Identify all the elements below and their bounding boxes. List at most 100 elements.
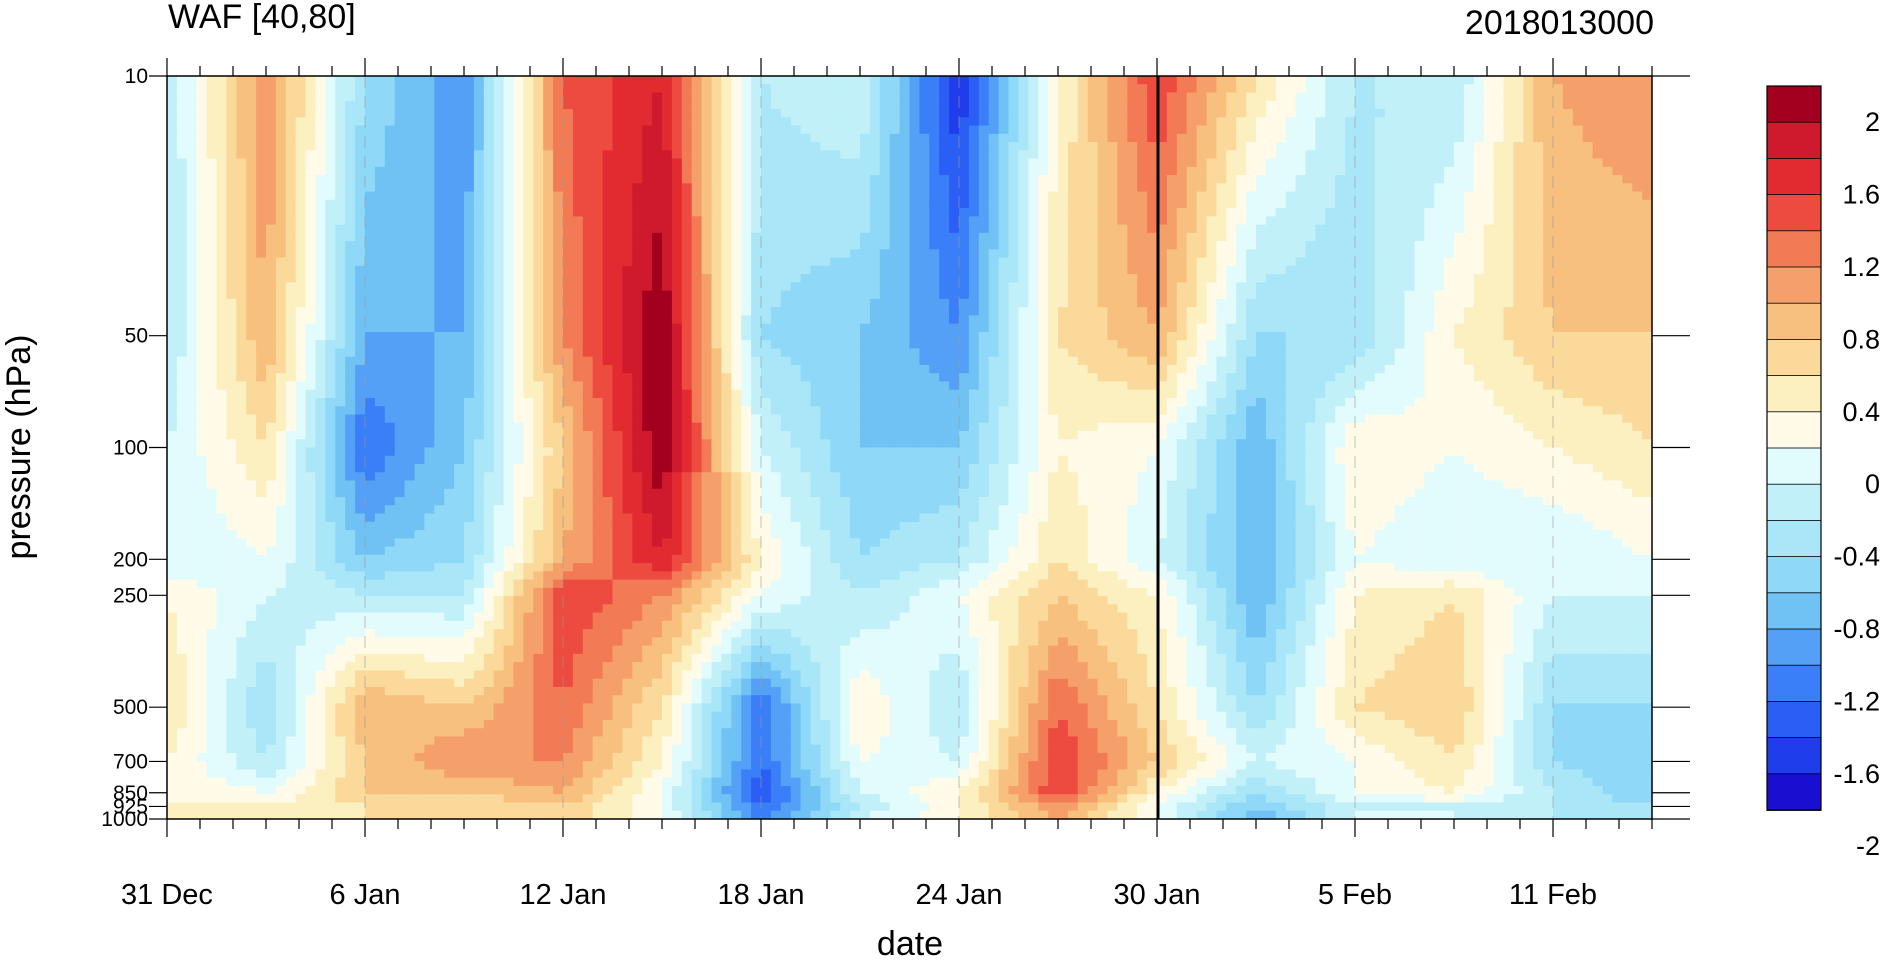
contour-cell [186,158,198,168]
contour-cell [1236,232,1247,242]
contour-cell [602,298,614,308]
contour-cell [246,307,257,317]
contour-cell [414,331,425,341]
contour-cell [998,216,1010,226]
contour-cell [731,117,742,127]
contour-cell [553,274,564,283]
contour-cell [1127,331,1138,341]
contour-cell [751,208,762,217]
contour-cell [790,76,802,85]
contour-cell [186,298,198,308]
contour-cell [652,133,663,143]
contour-cell [365,175,376,184]
contour-cell [1048,125,1059,135]
contour-cell [523,191,534,201]
contour-cell [602,348,614,358]
contour-cell [196,224,208,234]
contour-cell [1463,282,1475,292]
contour-cell [731,142,742,151]
contour-cell [780,257,792,267]
contour-cell [869,241,881,250]
contour-cell [1602,232,1613,242]
contour-cell [810,340,821,350]
contour-cell [1612,100,1623,110]
contour-cell [355,282,366,292]
contour-cell [1107,216,1118,226]
contour-cell [1562,216,1574,226]
contour-cell [721,323,732,333]
contour-cell [1533,274,1544,283]
contour-cell [1355,307,1366,317]
contour-cell [1543,133,1554,143]
contour-cell [1513,84,1524,94]
contour-cell [167,117,178,127]
contour-cell [355,257,366,267]
contour-cell [503,199,515,209]
contour-cell [939,307,950,317]
contour-cell [869,323,881,333]
contour-cell [1592,84,1604,94]
contour-cell [909,315,920,325]
contour-cell [691,224,703,234]
contour-cell [939,224,950,234]
contour-cell [1087,117,1099,127]
contour-cell [1444,183,1455,193]
contour-cell [929,298,940,308]
contour-cell [899,100,911,110]
contour-cell [355,109,366,118]
contour-cell [493,216,505,226]
contour-cell [1087,191,1099,201]
contour-cell [632,133,643,143]
contour-cell [1157,92,1168,102]
contour-cell [1166,76,1178,85]
contour-field [167,76,1652,819]
contour-cell [1315,150,1326,160]
contour-cell [602,290,614,300]
contour-cell [1374,191,1386,201]
contour-cell [642,100,653,110]
contour-cell [186,290,198,300]
contour-cell [1355,298,1366,308]
contour-cell [1018,191,1029,201]
contour-cell [1503,241,1514,250]
contour-cell [1147,175,1158,184]
contour-cell [1463,323,1475,333]
contour-cell [622,315,633,325]
contour-cell [543,249,554,259]
contour-cell [1513,109,1524,118]
contour-cell [186,133,198,143]
contour-cell [1186,323,1198,333]
contour-cell [1582,307,1594,317]
contour-cell [1087,232,1099,242]
contour-cell [216,142,227,151]
contour-cell [909,323,920,333]
contour-cell [711,117,722,127]
contour-cell [1285,216,1297,226]
contour-cell [1127,340,1138,350]
contour-cell [483,290,495,300]
contour-cell [434,348,445,358]
contour-cell [563,166,574,176]
contour-cell [1572,100,1584,110]
contour-cell [1186,265,1198,275]
contour-cell [176,100,188,110]
contour-cell [1463,158,1475,168]
contour-cell [949,158,960,168]
contour-cell [1226,323,1237,333]
contour-cell [1067,166,1079,176]
contour-cell [1493,307,1505,317]
contour-cell [820,76,831,85]
contour-cell [246,92,257,102]
contour-cell [483,125,495,135]
contour-cell [1058,84,1069,94]
contour-cell [1127,100,1138,110]
contour-cell [563,100,574,110]
contour-cell [464,158,475,168]
contour-cell [563,142,574,151]
contour-cell [1176,125,1188,135]
contour-cell [1137,84,1148,94]
contour-cell [206,109,218,118]
contour-cell [1592,125,1604,135]
contour-cell [602,199,614,209]
contour-cell [1424,274,1435,283]
